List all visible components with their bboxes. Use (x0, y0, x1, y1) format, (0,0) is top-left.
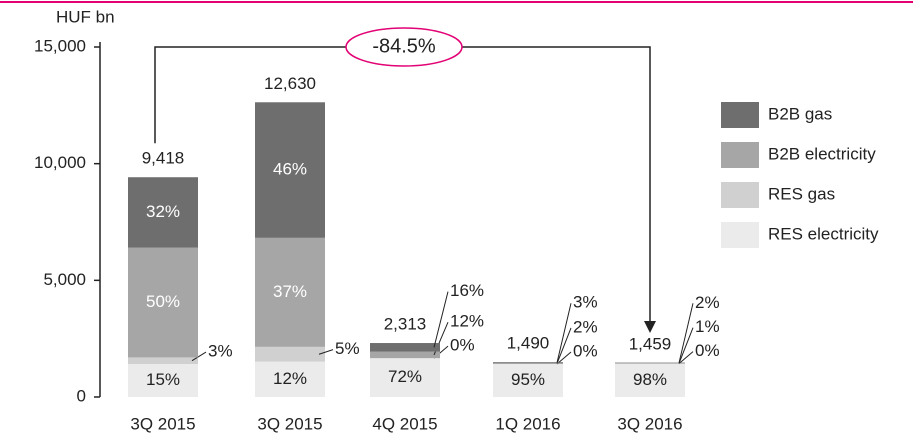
segment-label: 16% (450, 281, 484, 300)
change-arrow (155, 47, 650, 325)
legend-label: B2B gas (768, 104, 832, 123)
bar-segment (493, 363, 563, 364)
total-label: 2,313 (384, 315, 427, 334)
arrow-head (644, 321, 656, 333)
y-tick-label: 5,000 (43, 270, 86, 289)
segment-label: 3% (208, 342, 233, 361)
segment-label: 98% (633, 370, 667, 389)
y-tick-label: 15,000 (34, 36, 86, 55)
legend-swatch (721, 182, 759, 208)
bar-segment (128, 357, 198, 364)
legend-label: B2B electricity (768, 144, 876, 163)
total-label: 12,630 (264, 74, 316, 93)
segment-label: 0% (450, 336, 475, 355)
x-tick-label: 1Q 2016 (495, 414, 560, 433)
segment-label: 2% (695, 293, 720, 312)
x-tick-label: 3Q 2015 (130, 414, 195, 433)
unit-label: HUF bn (56, 7, 115, 26)
legend-label: RES electricity (768, 224, 879, 243)
segment-label: 3% (573, 293, 598, 312)
segment-label: 95% (511, 370, 545, 389)
y-tick-label: 10,000 (34, 153, 86, 172)
legend-label: RES gas (768, 184, 835, 203)
segment-label: 2% (573, 317, 598, 336)
legend-swatch (721, 142, 759, 168)
segment-label: 12% (273, 369, 307, 388)
segment-label: 5% (335, 339, 360, 358)
segment-label: 1% (695, 317, 720, 336)
segment-label: 0% (695, 341, 720, 360)
legend-swatch (721, 102, 759, 128)
bar-segment (255, 347, 325, 362)
segment-label: 12% (450, 312, 484, 331)
bar-segment (615, 363, 685, 364)
bar-segment (370, 352, 440, 358)
segment-label: 72% (388, 367, 422, 386)
segment-label: 46% (273, 160, 307, 179)
total-label: 1,490 (507, 334, 550, 353)
segment-label: 32% (146, 202, 180, 221)
segment-label: 50% (146, 292, 180, 311)
bar-segment (493, 362, 563, 363)
legend-swatch (721, 222, 759, 248)
y-tick-label: 0 (77, 386, 86, 405)
total-label: 1,459 (629, 334, 672, 353)
total-label: 9,418 (142, 149, 185, 168)
segment-label: 0% (573, 341, 598, 360)
bar-segment (370, 343, 440, 352)
segment-label: 15% (146, 370, 180, 389)
x-tick-label: 4Q 2015 (372, 414, 437, 433)
annotation: -84.5% (372, 35, 436, 57)
x-tick-label: 3Q 2015 (257, 414, 322, 433)
segment-label: 37% (273, 282, 307, 301)
x-tick-label: 3Q 2016 (617, 414, 682, 433)
